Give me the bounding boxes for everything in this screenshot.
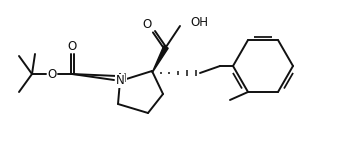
Text: N: N: [116, 74, 124, 87]
Text: O: O: [142, 19, 152, 32]
Text: O: O: [67, 40, 77, 53]
Text: N: N: [118, 72, 126, 85]
Polygon shape: [152, 46, 168, 73]
Text: O: O: [47, 67, 57, 80]
Text: OH: OH: [190, 15, 208, 28]
